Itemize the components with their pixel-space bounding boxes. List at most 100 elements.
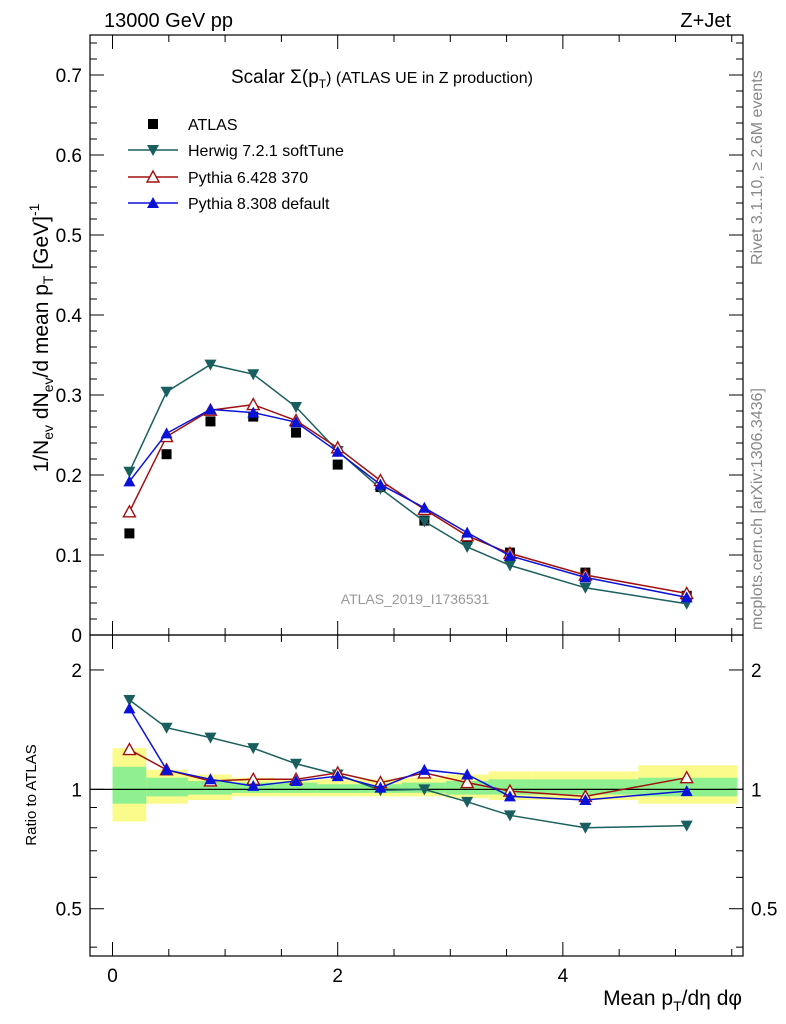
legend-entry-pythia8: Pythia 8.308 default [128, 196, 330, 213]
legend-entry-atlas: ATLAS [148, 117, 238, 134]
legend-label-atlas: ATLAS [188, 117, 238, 134]
uncertainty-band-green [274, 782, 318, 793]
energy-label: 13000 GeV pp [104, 10, 233, 32]
data-point [160, 386, 173, 398]
ratio-point [247, 743, 260, 755]
rivet-version-label: Rivet 3.1.10, ≥ 2.6M events [749, 70, 766, 265]
legend-marker-herwig [147, 145, 159, 156]
x-tick-label: 0 [107, 966, 118, 987]
main-y-tick-label: 0.3 [56, 386, 82, 407]
main-plot-panel: 0 0.1 0.2 0.3 0.4 0.5 0.6 0.7 Scalar Σ(pT) (ATL… [26, 34, 744, 647]
ratio-point [123, 702, 136, 714]
ratio-point [204, 732, 217, 744]
data-point [291, 427, 302, 438]
ratio-point [331, 770, 344, 782]
uncertainty-band-green [146, 777, 188, 797]
ratio-line-pythia-6-428-370 [129, 748, 687, 798]
data-point [418, 516, 431, 528]
main-y-tick-label: 0.1 [56, 546, 82, 567]
ratio-point [579, 794, 592, 806]
ratio-point [461, 796, 474, 808]
ratio-y-tick-label-right: 1 [751, 780, 762, 801]
series-line-herwig-7-2-1-softtune [128, 363, 687, 605]
ratio-y-tick-label: 1 [71, 780, 82, 801]
legend-entry-pythia6: Pythia 6.428 370 [128, 169, 308, 187]
main-y-tick-label: 0.7 [56, 66, 82, 87]
data-point [290, 416, 303, 428]
legend-entry-herwig: Herwig 7.2.1 softTune [128, 143, 344, 160]
ratio-point [123, 694, 136, 706]
process-label: Z+Jet [680, 10, 731, 32]
ratio-point [122, 742, 137, 756]
ratio-point [680, 785, 693, 797]
data-point [161, 449, 172, 460]
ratio-point [290, 758, 303, 770]
main-series-group [122, 359, 694, 610]
uncertainty-band-green [112, 766, 147, 804]
ratio-point [418, 763, 431, 775]
plot-title-main: Scalar Σ(p [231, 67, 319, 88]
series-line-pythia-6-428-370 [128, 403, 687, 595]
ratio-series-herwig-7-2-1-softtune [123, 694, 693, 834]
ratio-point [290, 774, 303, 786]
ratio-point [160, 763, 173, 775]
ratio-y-tick-label-right: 2 [751, 661, 762, 682]
ratio-plot-panel: 0.5 0.5 1 1 2 2 0 2 4 Ratio to ATLAS Mean pT/dη … [23, 634, 777, 1014]
data-point [205, 416, 216, 427]
legend-marker-shape [147, 197, 159, 208]
analysis-watermark: ATLAS_2019_I1736531 [341, 591, 490, 607]
ratio-y-tick-label: 2 [71, 661, 82, 682]
ratio-point [680, 820, 693, 832]
main-y-tick-label: 0 [71, 626, 82, 647]
ratio-line-herwig-7-2-1-softtune [128, 699, 687, 829]
main-y-axis-label: 1/Nev dNev/d mean pT [GeV]-1 [26, 203, 56, 472]
x-axis-label: Mean pT/dη dφ [603, 987, 742, 1014]
legend-label-pythia6: Pythia 6.428 370 [188, 170, 308, 187]
data-point [331, 445, 344, 457]
legend-marker-shape [148, 119, 158, 129]
ratio-line-pythia-8-308-default [128, 708, 687, 801]
x-tick-label: 4 [558, 966, 569, 987]
ratio-y-tick-label-right: 0.5 [751, 900, 777, 921]
data-point [332, 459, 343, 470]
main-y-tick-label: 0.6 [56, 146, 82, 167]
data-point [461, 542, 474, 553]
main-y-tick-label: 0.2 [56, 466, 82, 487]
main-y-tick-label: 0.4 [56, 306, 83, 327]
legend-marker-atlas [148, 119, 158, 129]
legend-marker-pythia6 [145, 169, 161, 183]
ratio-point [247, 779, 260, 791]
ratio-axis-ticks: 0.5 0.5 1 1 2 2 0 2 4 [56, 635, 777, 987]
series-atlas [124, 411, 692, 601]
data-point [247, 369, 260, 381]
ratio-y-tick-label: 0.5 [56, 900, 82, 921]
data-point [204, 403, 217, 415]
ratio-point [461, 768, 474, 780]
ratio-series-pythia-8-308-default [123, 702, 693, 806]
ratio-point [503, 790, 516, 802]
main-y-tick-label: 0.5 [56, 226, 82, 247]
mcplots-label: mcplots.cern.ch [arXiv:1306.3436] [749, 388, 766, 630]
ratio-point [679, 770, 694, 784]
ratio-point [418, 784, 431, 796]
uncertainty-band-green [317, 784, 360, 793]
ratio-point [459, 775, 475, 789]
plot-title-subscript: T [319, 77, 327, 91]
plot-title-rest: ) (ATLAS UE in Z production) [326, 70, 533, 87]
ratio-point [160, 722, 173, 734]
plot-title: Scalar Σ(pT) (ATLAS UE in Z production) [231, 67, 533, 91]
data-point [247, 406, 260, 418]
data-point [123, 475, 136, 487]
data-point [503, 549, 516, 561]
data-point [461, 526, 474, 538]
data-point [579, 571, 592, 583]
data-point [123, 466, 136, 478]
legend-marker-shape [147, 145, 159, 156]
series-pythia-8-308-default [123, 403, 693, 603]
ratio-plot-frame [89, 634, 744, 957]
data-point [290, 402, 303, 413]
data-point [680, 591, 693, 603]
ratio-point [503, 810, 516, 822]
ratio-y-axis-label: Ratio to ATLAS [23, 744, 40, 845]
